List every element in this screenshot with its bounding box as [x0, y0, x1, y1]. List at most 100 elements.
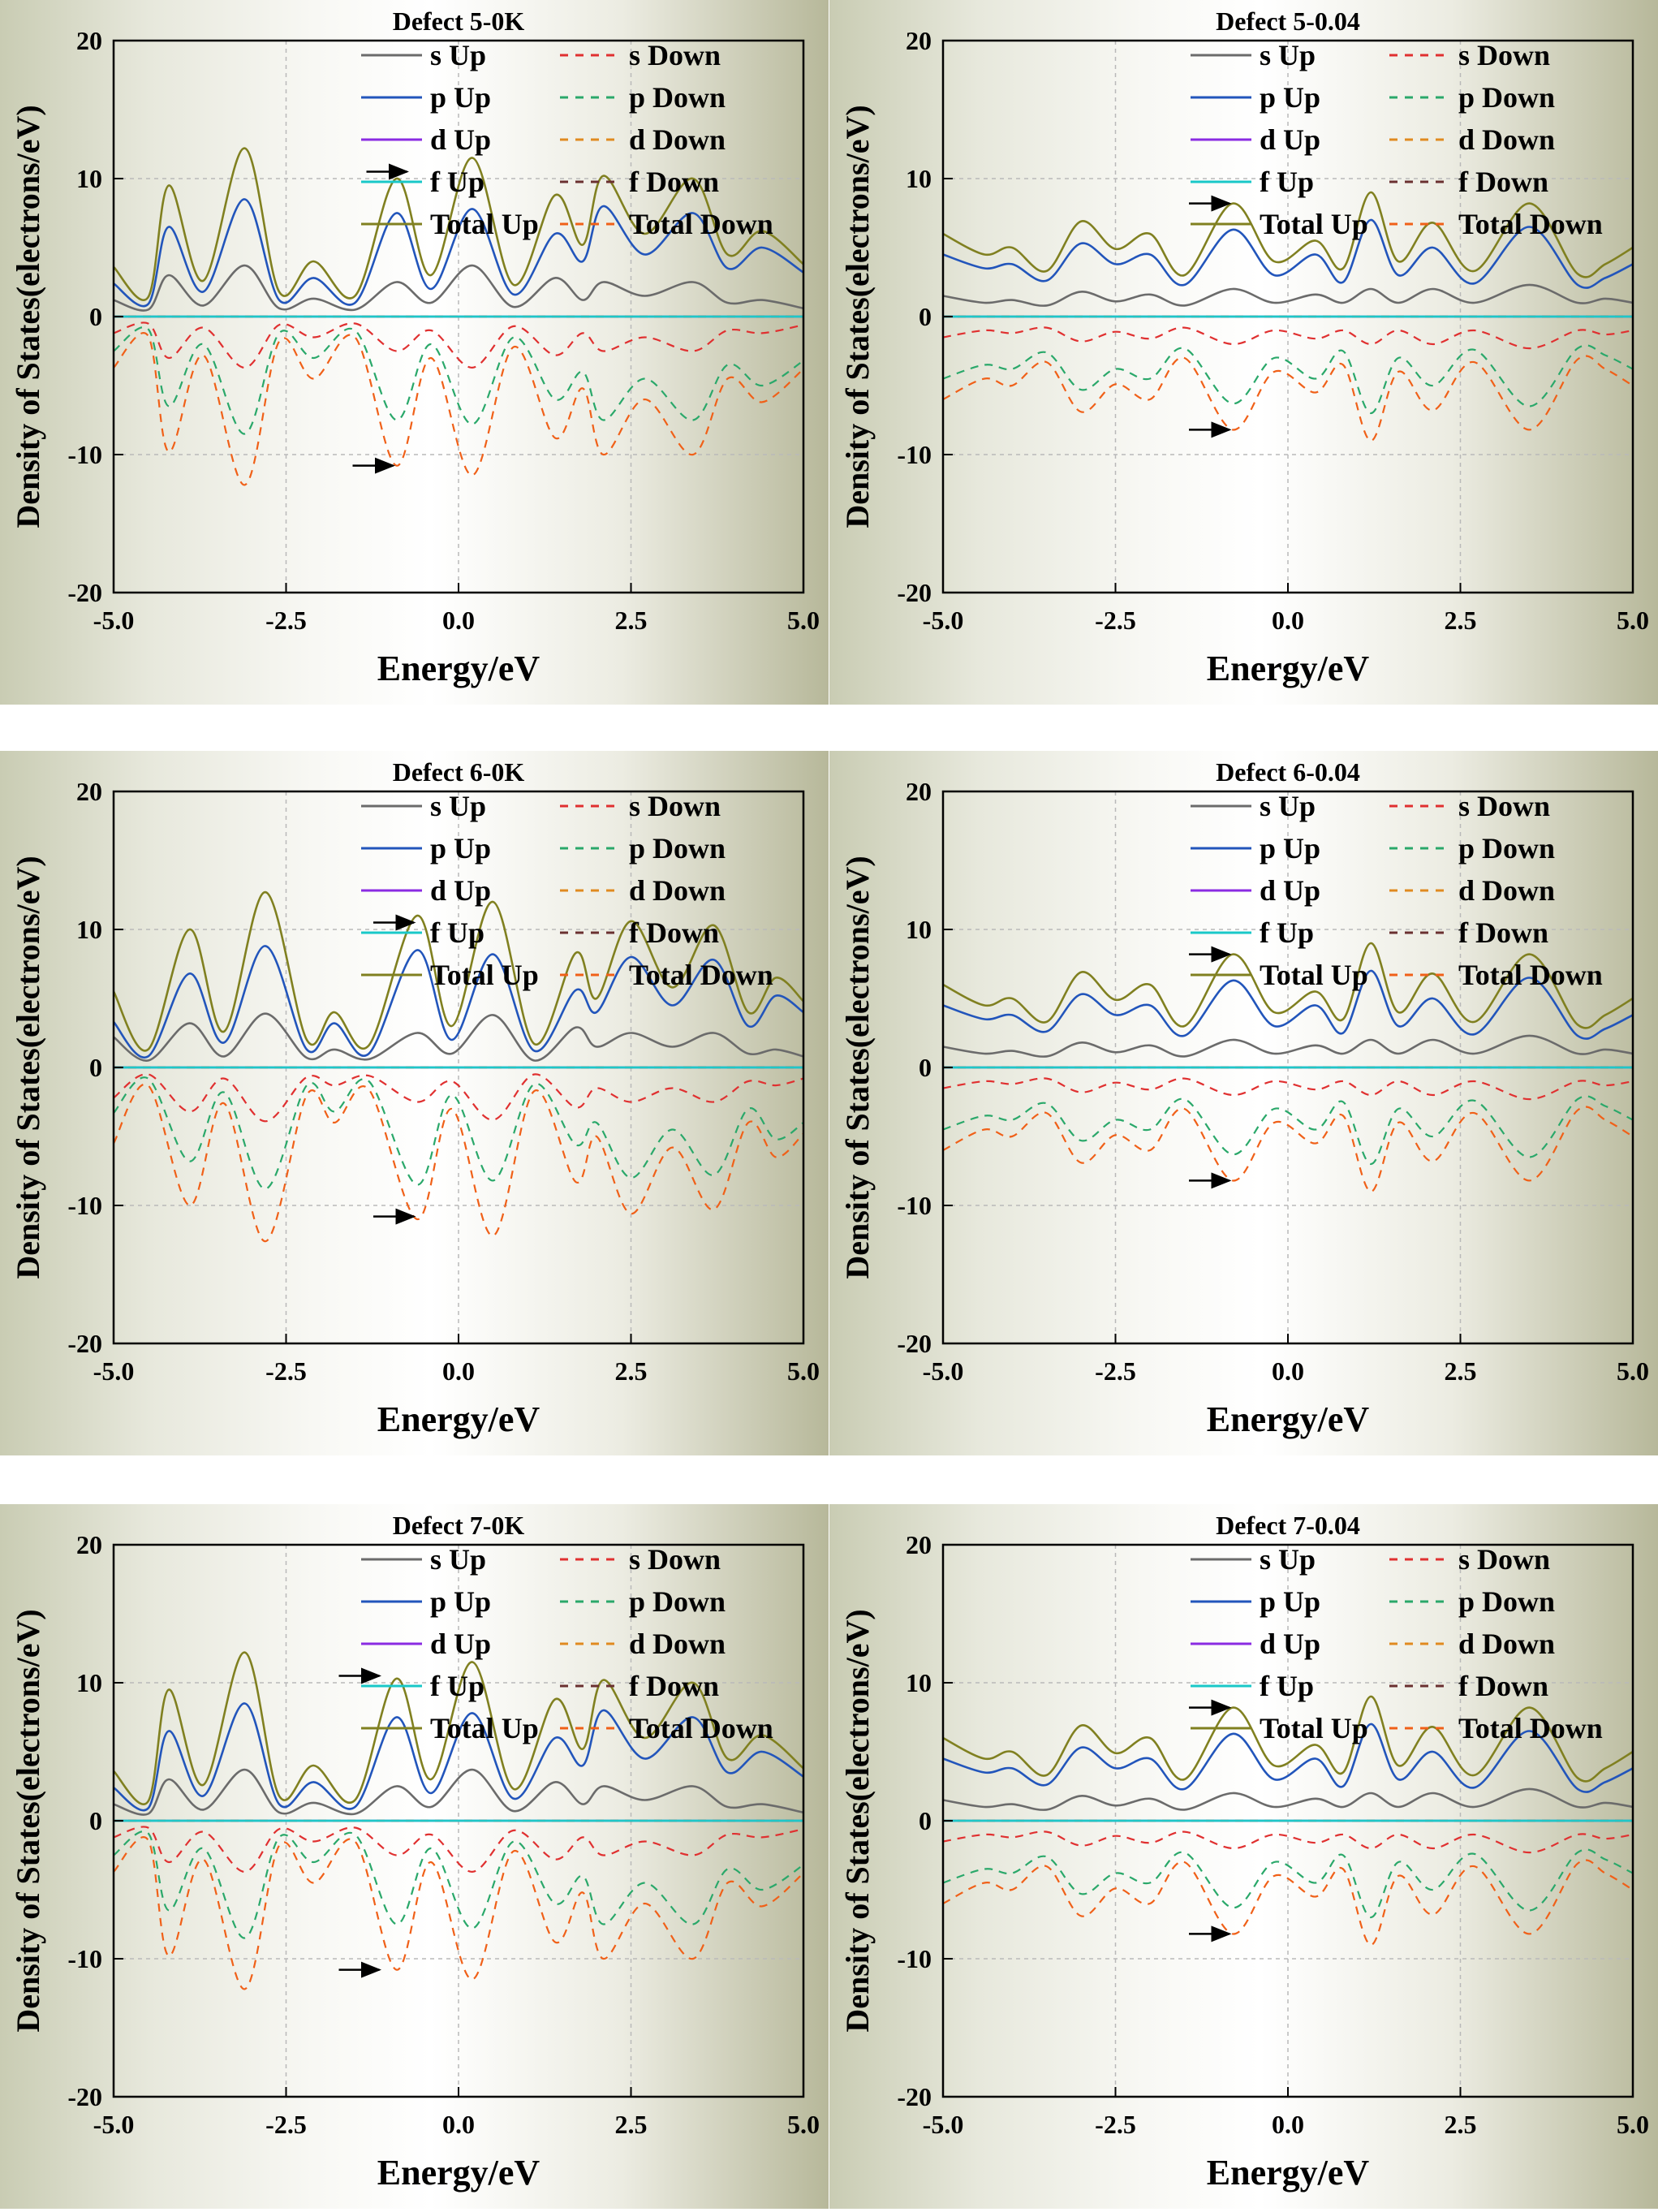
panel-background [0, 1504, 829, 2209]
legend-label-d-up: d Up [1260, 874, 1320, 907]
series-s-down [113, 1826, 804, 1874]
y-tick-label: 0 [89, 1053, 102, 1082]
series-p-up [942, 969, 1634, 1040]
y-tick-label: -10 [67, 1944, 102, 1973]
y-tick-label: 20 [76, 26, 102, 55]
legend-label-s-down: s Down [1458, 1543, 1550, 1576]
series-p-down [942, 1095, 1634, 1166]
chart-title: Defect 7-0K [393, 1511, 525, 1540]
legend: s Up p Up d Up f Up Total Up s Down p Down d Do… [1191, 790, 1603, 991]
y-axis-label: Density of States(electrons/eV) [10, 1609, 46, 2032]
legend-label-total-down: Total Down [629, 959, 773, 991]
legend-label-d-up: d Up [430, 874, 491, 907]
legend-label-d-down: d Down [1458, 123, 1555, 156]
legend-label-d-up: d Up [430, 1628, 491, 1660]
x-tick-label: 5.0 [787, 606, 820, 635]
legend-label-total-down: Total Down [629, 208, 773, 240]
legend-label-f-up: f Up [1260, 916, 1314, 949]
series-s-down [113, 321, 804, 369]
legend-label-s-up: s Up [1260, 790, 1316, 822]
series-p-up [113, 1702, 804, 1812]
x-tick-label: -5.0 [923, 606, 964, 635]
legend-label-total-down: Total Down [1458, 959, 1603, 991]
y-tick-label: 0 [919, 1806, 932, 1835]
series-s-up [942, 1787, 1634, 1811]
legend-label-p-down: p Down [629, 81, 726, 114]
y-axis-label: Density of States(electrons/eV) [10, 856, 46, 1278]
chart-title: Defect 5-0K [393, 6, 525, 36]
x-tick-label: 5.0 [787, 1356, 820, 1386]
x-tick-label: 0.0 [1272, 1356, 1304, 1386]
series-s-down [113, 1073, 804, 1123]
x-tick-label: 5.0 [1617, 606, 1649, 635]
x-axis-label: Energy/eV [377, 1399, 540, 1439]
legend-label-d-down: d Down [1458, 1628, 1555, 1660]
y-tick-label: 10 [906, 1668, 932, 1697]
legend-label-d-down: d Down [629, 123, 726, 156]
series-s-down [942, 1077, 1634, 1101]
y-axis-label: Density of States(electrons/eV) [10, 105, 46, 528]
y-tick-label: -10 [67, 440, 102, 469]
y-axis-label: Density of States(electrons/eV) [839, 856, 876, 1278]
chart-panel-2: -5.0 -2.5 0.0 2.5 5.0 20 10 0 -10 -20 Defect 5-0.0… [829, 0, 1658, 705]
y-tick-label: 0 [919, 1053, 932, 1082]
legend-label-s-down: s Down [629, 39, 721, 71]
series-total-down [113, 1083, 804, 1243]
series-p-down [113, 1830, 804, 1939]
y-tick-label: 20 [906, 26, 932, 55]
legend-label-p-down: p Down [629, 832, 726, 865]
chart-title: Defect 7-0.04 [1216, 1511, 1360, 1540]
legend-label-f-down: f Down [629, 1670, 719, 1702]
legend-label-s-up: s Up [1260, 1543, 1316, 1576]
x-tick-label: -5.0 [93, 1356, 135, 1386]
y-tick-label: -10 [67, 1191, 102, 1220]
series-s-up [942, 1034, 1634, 1058]
panel-background [0, 751, 829, 1455]
y-tick-label: 10 [906, 915, 932, 944]
legend-label-total-up: Total Up [1260, 1712, 1368, 1744]
y-tick-label: -20 [897, 1329, 932, 1358]
legend-label-f-down: f Down [1458, 916, 1548, 949]
legend-label-total-up: Total Up [430, 208, 539, 240]
legend-label-s-down: s Down [1458, 39, 1550, 71]
series-total-down [942, 355, 1634, 442]
x-tick-label: -5.0 [923, 2110, 964, 2139]
x-tick-label: -5.0 [93, 606, 135, 635]
x-tick-label: -2.5 [1095, 2110, 1136, 2139]
legend-label-s-up: s Up [430, 39, 486, 71]
series-p-down [942, 344, 1634, 415]
y-tick-label: -10 [897, 1191, 932, 1220]
x-tick-label: -2.5 [1095, 606, 1136, 635]
x-tick-label: 2.5 [615, 1356, 648, 1386]
y-tick-label: 10 [906, 164, 932, 193]
x-axis-label: Energy/eV [377, 649, 540, 688]
legend-label-s-down: s Down [629, 1543, 721, 1576]
x-tick-label: 2.5 [1445, 1356, 1477, 1386]
chart-panel-1: -5.0 -2.5 0.0 2.5 5.0 20 10 0 -10 -20 Defect 5-0K E… [0, 0, 829, 705]
y-axis-label: Density of States(electrons/eV) [839, 1609, 876, 2032]
series-total-up [942, 191, 1634, 278]
legend: s Up p Up d Up f Up Total Up s Down p Down d Do… [361, 39, 773, 240]
x-axis-label: Energy/eV [1207, 2153, 1370, 2193]
x-tick-label: 0.0 [1272, 606, 1304, 635]
x-axis-label: Energy/eV [1207, 649, 1370, 688]
legend-label-total-up: Total Up [430, 959, 539, 991]
series-total-up [942, 942, 1634, 1029]
y-tick-label: 20 [906, 1530, 932, 1559]
legend-label-p-down: p Down [1458, 81, 1555, 114]
legend-label-f-up: f Up [430, 1670, 484, 1702]
series-s-up [113, 264, 804, 312]
legend-label-total-down: Total Down [1458, 1712, 1603, 1744]
chart-panel-6: -5.0 -2.5 0.0 2.5 5.0 20 10 0 -10 -20 Defect 7-0.0… [829, 1504, 1658, 2209]
series-s-down [942, 326, 1634, 350]
series-p-down [113, 326, 804, 435]
legend-label-f-up: f Up [1260, 166, 1314, 198]
legend-label-total-down: Total Down [1458, 208, 1603, 240]
y-tick-label: -20 [67, 578, 102, 607]
series-total-down [113, 332, 804, 486]
x-tick-label: 2.5 [615, 606, 648, 635]
y-axis-label: Density of States(electrons/eV) [839, 105, 876, 528]
legend-label-p-up: p Up [430, 81, 491, 114]
x-tick-label: -2.5 [265, 606, 307, 635]
